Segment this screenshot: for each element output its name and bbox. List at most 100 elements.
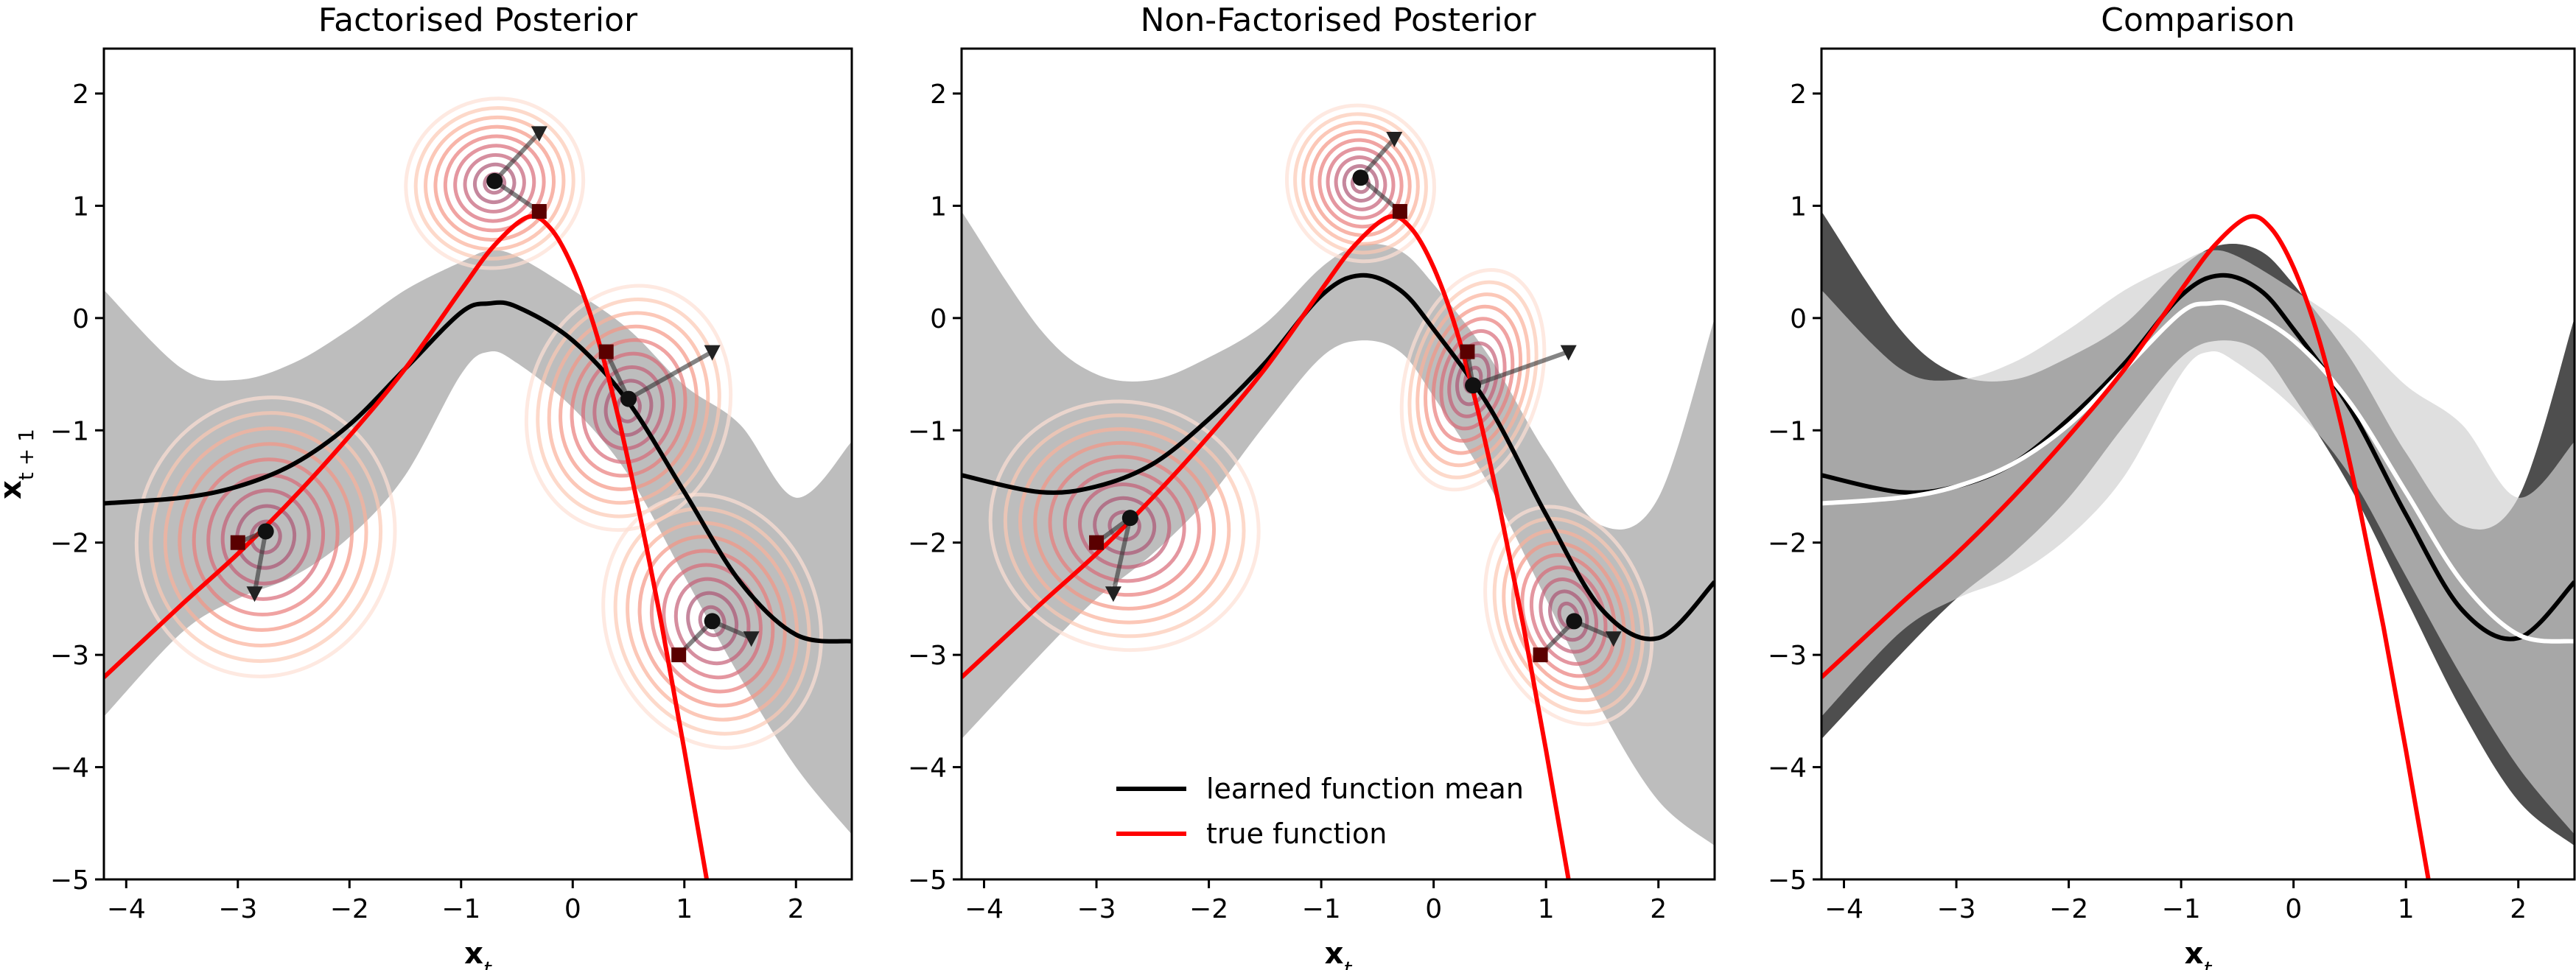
contour-line: [453, 144, 536, 223]
y-tick-label: 0: [930, 304, 947, 334]
y-tick-label: 1: [1790, 191, 1807, 222]
square-marker: [531, 204, 547, 219]
arrow-to-triangle: [493, 131, 542, 183]
square-marker: [1089, 535, 1105, 550]
legend: learned function mean true function: [1116, 773, 1524, 850]
x-tick-label: −3: [1077, 894, 1116, 924]
y-tick-label: 0: [72, 304, 89, 334]
contour-line: [524, 284, 733, 533]
y-tick-label: −5: [908, 865, 947, 896]
contour-cluster: [404, 96, 586, 270]
contour-line: [1529, 565, 1608, 666]
true-function-line: [962, 214, 1571, 879]
y-tick-label: −4: [908, 753, 947, 784]
contour-line: [1424, 304, 1523, 455]
uncertainty-band: [104, 250, 852, 834]
contour-line: [1520, 553, 1617, 678]
y-tick-label: −2: [1768, 529, 1807, 559]
y-axis-label: xt + 1: [0, 429, 38, 499]
contour-line: [1431, 317, 1515, 443]
plot-area: [104, 96, 852, 879]
panel-title: Non-Factorised Posterior: [1141, 1, 1537, 39]
y-tick-label: −1: [908, 416, 947, 446]
x-tick-label: 1: [676, 894, 693, 924]
y-tick-label: −4: [50, 753, 89, 784]
contour-line: [1293, 112, 1428, 255]
panel-title: Factorised Posterior: [318, 1, 638, 39]
panel-1: −4 −3 −2 −1 0 1 2 −5 −4 −3 −2 −1 0 1 2 Factorised Poste…: [50, 1, 853, 970]
contour-line: [1309, 129, 1412, 237]
contour-line: [433, 124, 556, 242]
contour-line: [613, 507, 811, 736]
circle-marker: [1465, 377, 1482, 394]
y-tick-label: 2: [72, 80, 89, 110]
contour-line: [463, 153, 526, 214]
contour-line: [1511, 541, 1626, 690]
contour-line: [134, 396, 397, 679]
y-tick-label: −1: [50, 416, 89, 446]
contour-line: [1334, 155, 1387, 211]
arrow-to-triangle: [252, 530, 268, 594]
contour-cluster: [1399, 268, 1547, 492]
legend-label-true: true function: [1206, 818, 1387, 850]
y-tick-label: −3: [1768, 641, 1807, 671]
contour-line: [1483, 505, 1654, 727]
contour-line: [536, 297, 721, 519]
y-tick-label: −3: [50, 641, 89, 671]
contour-line: [149, 411, 383, 664]
panel-3: −4 −3 −2 −1 0 1 2 −5 −4 −3 −2 −1 0 1 2 Comparison xt: [1768, 1, 2576, 970]
contour-line: [1003, 413, 1246, 639]
contour-line: [178, 442, 354, 632]
x-tick-label: −3: [1937, 894, 1976, 924]
arrow-to-triangle: [1472, 349, 1569, 388]
x-tick-label: 0: [2285, 894, 2302, 924]
contour-line: [988, 399, 1261, 653]
contour-line: [1093, 496, 1157, 555]
x-axis-label-sub: t: [483, 957, 492, 970]
learned-mean-line: [962, 273, 1715, 642]
x-axis-label: xt: [2185, 937, 2213, 970]
triangle-marker: [1560, 345, 1577, 361]
contour-line: [1415, 292, 1530, 468]
x-tick-label: −2: [330, 894, 369, 924]
triangle-marker: [1386, 131, 1403, 147]
contour-line: [1033, 440, 1217, 611]
circle-marker: [1121, 510, 1138, 527]
x-axis-label-sub: t: [2203, 957, 2212, 970]
contour-cluster: [524, 284, 733, 533]
x-tick-label: 2: [788, 894, 805, 924]
contour-line: [592, 365, 665, 451]
circle-marker: [1352, 169, 1369, 186]
contour-line: [220, 488, 311, 586]
contour-line: [472, 162, 517, 204]
arrow-to-square: [493, 179, 541, 214]
x-axis-label-main: x: [1325, 937, 1344, 970]
y-tick-label: 1: [72, 191, 89, 222]
contour-line: [1326, 147, 1396, 220]
contour-line: [1502, 529, 1636, 703]
x-tick-label: −4: [965, 894, 1004, 924]
contour-cluster: [601, 492, 824, 750]
axes-frame: [960, 47, 1716, 881]
contour-line: [1455, 354, 1491, 407]
triangle-marker: [1605, 631, 1622, 647]
triangle-marker: [531, 126, 547, 142]
square-marker: [1460, 344, 1475, 359]
square-marker: [1392, 204, 1407, 219]
panel-title: Comparison: [2101, 1, 2295, 39]
circle-marker: [1566, 613, 1583, 630]
contour-line: [206, 473, 326, 601]
triangle-marker: [246, 586, 263, 602]
circle-marker: [620, 390, 637, 407]
x-tick-label: 0: [1425, 894, 1442, 924]
arrow-to-square: [604, 351, 631, 400]
x-tick-label: 1: [1538, 894, 1555, 924]
contour-line: [626, 521, 799, 722]
contour-line: [601, 492, 824, 750]
contour-cluster: [1483, 505, 1654, 727]
y-tick-label: −2: [908, 529, 947, 559]
circle-marker: [257, 523, 274, 540]
circle-marker: [486, 172, 503, 189]
y-tick-label: −4: [1768, 753, 1807, 784]
